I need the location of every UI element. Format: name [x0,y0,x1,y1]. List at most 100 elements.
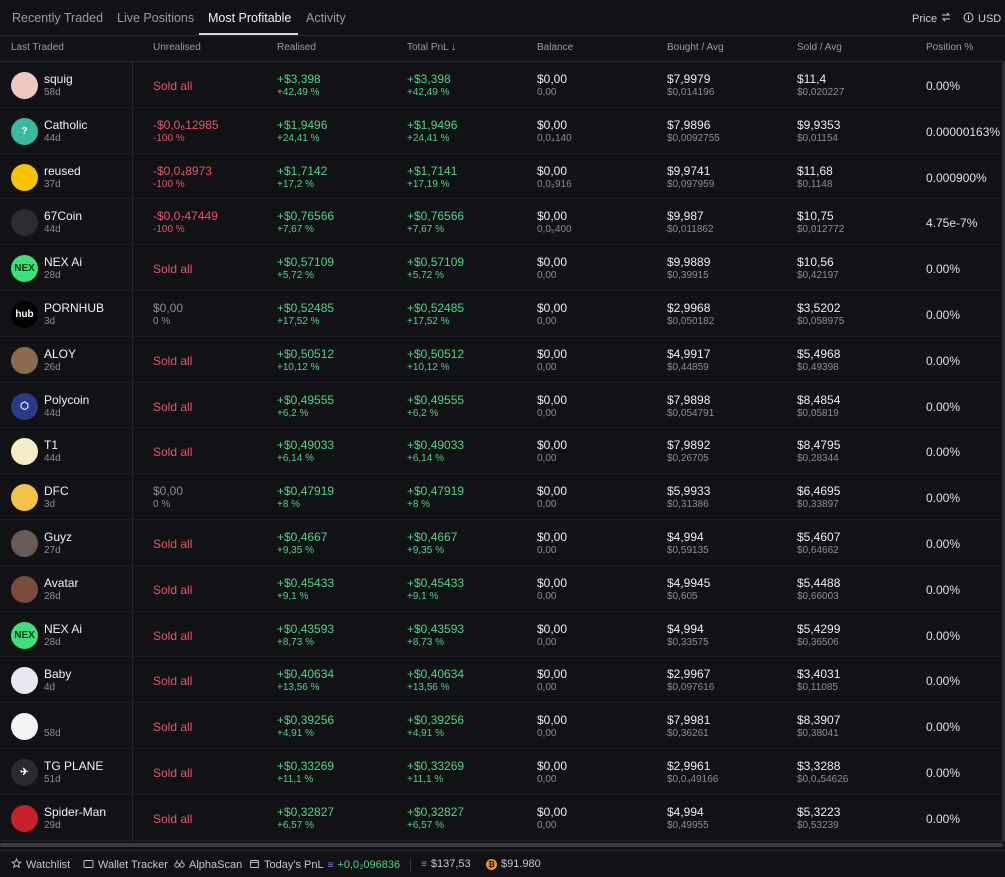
table-row[interactable]: Avatar 28d Sold all +$0,45433 +9,1 % +$0… [0,566,1005,612]
realised-percent: +17,2 % [277,178,314,190]
token-avatar[interactable] [11,713,38,741]
column-header-position[interactable]: Position % [926,42,974,53]
vertical-scrollbar[interactable] [1002,62,1005,842]
table-row[interactable]: ⬡ Polycoin 44d Sold all +$0,49555 +6,2 %… [0,383,1005,429]
token-avatar[interactable] [11,438,38,466]
unrealised-status: Sold all [153,445,193,460]
table-row[interactable]: ✈ TG PLANE 51d Sold all +$0,33269 +11,1 … [0,749,1005,795]
sold-value: $5,4968 [797,346,841,361]
token-name[interactable]: reused [44,163,81,178]
tab-activity[interactable]: Activity [306,11,346,25]
column-header-sold-avg[interactable]: Sold / Avg [797,42,842,53]
token-name[interactable]: Guyz [44,529,73,544]
total-pnl-value: +$0,40634 [407,667,465,682]
token-avatar[interactable] [11,667,38,695]
token-name[interactable]: NEX Ai [44,621,83,636]
unrealised-percent: -100 % [153,224,185,236]
tab-most-profitable[interactable]: Most Profitable [208,11,292,25]
token-avatar[interactable]: NEX [11,255,38,283]
balance-amount: 0,00 [537,361,557,373]
token-avatar[interactable] [11,163,38,191]
table-row[interactable]: Baby 4d Sold all +$0,40634 +13,56 % +$0,… [0,657,1005,704]
unrealised-status: Sold all [153,536,193,551]
table-row[interactable]: 58d Sold all +$0,39256 +4,91 % +$0,39256… [0,703,1005,749]
sold-value: $9,9353 [797,117,841,132]
realised-value: +$0,57109 [277,255,335,270]
balance-value: $0,00 [537,346,568,361]
sold-value: $5,3223 [797,804,841,819]
bought-value: $9,987 [667,209,704,224]
token-age: 44d [44,224,61,236]
total-pnl-percent: +6,57 % [407,819,444,831]
todays-pnl-value: +0,0₂096836 [337,859,401,871]
price-toggle-button[interactable]: Price [912,12,951,25]
token-name[interactable]: Catholic [44,117,88,132]
token-avatar[interactable]: ⬡ [11,392,38,420]
table-row[interactable]: NEX NEX Ai 28d Sold all +$0,57109 +5,72 … [0,245,1005,291]
alphascan-button[interactable]: AlphaScan [174,858,242,872]
token-name[interactable]: 67Coin [44,209,83,224]
bought-value: $2,9967 [667,667,711,682]
token-name[interactable]: Avatar [44,575,79,590]
currency-toggle-button[interactable]: USD [963,12,1001,26]
tab-recently-traded[interactable]: Recently Traded [12,11,104,25]
column-header-total-pnl[interactable]: Total PnL ↓ [407,42,456,53]
token-name[interactable]: PORNHUB [44,300,105,315]
column-header-balance[interactable]: Balance [537,42,574,53]
token-avatar[interactable]: ? [11,117,38,145]
token-name[interactable]: TG PLANE [44,758,104,773]
table-row[interactable]: ALOY 26d Sold all +$0,50512 +10,12 % +$0… [0,337,1005,383]
table-row[interactable]: T1 44d Sold all +$0,49033 +6,14 % +$0,49… [0,428,1005,475]
sold-value: $11,68 [797,163,833,178]
total-pnl-value: +$1,9496 [407,117,458,132]
table-row[interactable]: Guyz 27d Sold all +$0,4667 +9,35 % +$0,4… [0,520,1005,566]
balance-value: $0,00 [537,484,568,499]
token-name[interactable]: ALOY [44,346,77,361]
table-row[interactable]: Spider-Man 29d Sold all +$0,32827 +6,57 … [0,795,1005,841]
table-row[interactable]: NEX NEX Ai 28d Sold all +$0,43593 +8,73 … [0,612,1005,658]
bought-value: $4,994 [667,621,704,636]
column-header-last-traded[interactable]: Last Traded [11,42,64,53]
sold-avg: $0,53239 [797,819,839,831]
todays-pnl-button[interactable]: Today's PnL ≡ +0,0₂096836 [249,858,400,872]
token-avatar[interactable]: ✈ [11,758,38,786]
wallet-tracker-button[interactable]: Wallet Tracker [83,858,168,872]
tab-live-positions[interactable]: Live Positions [117,11,195,25]
token-name[interactable]: Polycoin [44,392,90,407]
table-row[interactable]: 67Coin 44d -$0,0₇47449 -100 % +$0,76566 … [0,199,1005,246]
token-name[interactable]: Spider-Man [44,804,107,819]
table-row[interactable]: reused 37d -$0,0₄8973 -100 % +$1,7142 +1… [0,154,1005,200]
bought-value: $4,994 [667,529,704,544]
token-avatar[interactable] [11,529,38,557]
table-row[interactable]: squig 58d Sold all +$3,398 +42,49 % +$3,… [0,62,1005,108]
token-name[interactable]: DFC [44,484,69,499]
token-avatar[interactable]: hub [11,300,38,328]
token-name[interactable]: T1 [44,438,59,453]
column-header-unrealised[interactable]: Unrealised [153,42,201,53]
column-header-realised[interactable]: Realised [277,42,316,53]
token-avatar[interactable] [11,575,38,603]
table-row[interactable]: ? Catholic 44d -$0,0₆12985 -100 % +$1,94… [0,108,1005,154]
token-name[interactable]: Baby [44,667,72,682]
token-avatar[interactable] [11,484,38,512]
balance-value: $0,00 [537,209,568,224]
watchlist-button[interactable]: Watchlist [10,857,70,872]
balance-value: $0,00 [537,667,568,682]
table-row[interactable]: hub PORNHUB 3d $0,00 0 % +$0,52485 +17,5… [0,291,1005,337]
token-name[interactable]: squig [44,72,73,86]
realised-percent: +42,49 % [277,87,320,98]
token-avatar[interactable] [11,209,38,237]
column-header-bought-avg[interactable]: Bought / Avg [667,42,724,53]
token-avatar[interactable]: NEX [11,621,38,649]
token-name[interactable]: NEX Ai [44,255,83,270]
horizontal-scrollbar[interactable] [0,843,1003,847]
token-avatar[interactable] [11,346,38,374]
token-avatar[interactable] [11,804,38,832]
token-age: 29d [44,819,61,831]
balance-amount: 0,00 [537,407,557,419]
token-avatar[interactable] [11,72,38,99]
total-pnl-value: +$0,45433 [407,575,465,590]
sticky-column-divider [132,62,133,842]
table-row[interactable]: DFC 3d $0,00 0 % +$0,47919 +8 % +$0,4791… [0,474,1005,520]
bought-avg: $0,605 [667,590,698,602]
